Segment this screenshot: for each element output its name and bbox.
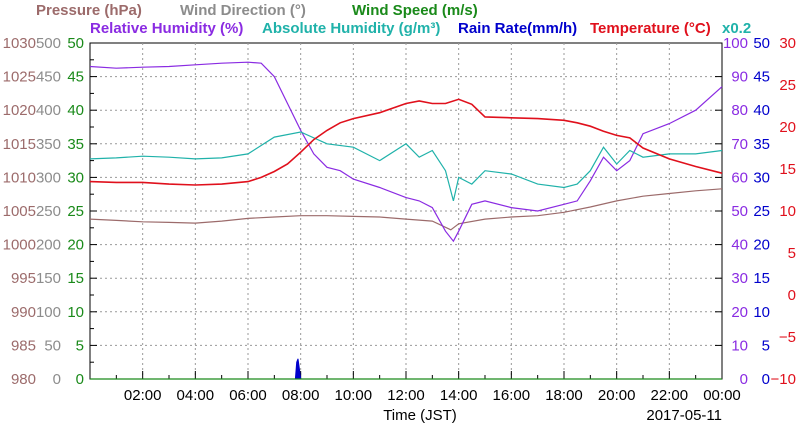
tick-label-relative-humidity: 80 xyxy=(731,102,748,119)
tick-label-wind-direction: 0 xyxy=(53,371,61,388)
tick-label-rain-rate: 30 xyxy=(753,169,770,186)
tick-label-relative-humidity: 20 xyxy=(731,304,748,321)
tick-label-temperature: 5 xyxy=(788,245,796,262)
tick-label-temperature: −5 xyxy=(779,329,796,346)
tick-label-pressure: 1005 xyxy=(3,203,36,220)
grid xyxy=(90,43,722,379)
series-relative-humidity xyxy=(89,61,723,243)
tick-label-x: 18:00 xyxy=(545,387,583,404)
date-label: 2017-05-11 xyxy=(646,407,722,424)
legend: Pressure (hPa) Wind Direction (°) Wind S… xyxy=(36,2,751,37)
series-absolute-humidity-g-m xyxy=(89,131,723,202)
tick-label-pressure: 990 xyxy=(11,304,36,321)
tick-label-relative-humidity: 0 xyxy=(740,371,748,388)
tick-label-relative-humidity: 10 xyxy=(731,337,748,354)
tick-label-wind-speed: 25 xyxy=(67,203,84,220)
right-axes: 1009080706050403020100504540353025201510… xyxy=(715,35,796,388)
tick-label-x: 20:00 xyxy=(598,387,636,404)
tick-label-wind-speed: 5 xyxy=(76,337,84,354)
tick-label-rain-rate: 50 xyxy=(753,35,770,52)
series xyxy=(89,61,723,380)
tick-label-wind-direction: 400 xyxy=(36,102,61,119)
tick-label-pressure: 1030 xyxy=(3,35,36,52)
tick-label-rain-rate: 0 xyxy=(762,371,770,388)
tick-label-x: 12:00 xyxy=(387,387,425,404)
tick-label-pressure: 1010 xyxy=(3,169,36,186)
tick-label-temperature: −10 xyxy=(771,371,796,388)
series-temperature-c xyxy=(89,98,723,186)
legend-wind-speed: Wind Speed (m/s) xyxy=(352,2,478,19)
tick-label-x: 04:00 xyxy=(177,387,215,404)
tick-label-relative-humidity: 30 xyxy=(731,270,748,287)
legend-scale-note: x0.2 xyxy=(722,20,751,37)
x-axis-label: Time (JST) xyxy=(383,407,457,424)
legend-temperature: Temperature (°C) xyxy=(590,20,711,37)
tick-label-relative-humidity: 50 xyxy=(731,203,748,220)
tick-label-relative-humidity: 100 xyxy=(723,35,748,52)
tick-label-temperature: 15 xyxy=(779,161,796,178)
legend-rain-rate: Rain Rate(mm/h) xyxy=(458,20,577,37)
tick-label-wind-direction: 500 xyxy=(36,35,61,52)
tick-label-temperature: 25 xyxy=(779,77,796,94)
tick-label-x: 22:00 xyxy=(651,387,689,404)
legend-wind-direction: Wind Direction (°) xyxy=(180,2,306,19)
tick-label-rain-rate: 35 xyxy=(753,136,770,153)
tick-label-rain-rate: 5 xyxy=(762,337,770,354)
tick-label-wind-direction: 150 xyxy=(36,270,61,287)
tick-label-x: 10:00 xyxy=(335,387,373,404)
tick-label-wind-direction: 100 xyxy=(36,304,61,321)
tick-label-rain-rate: 10 xyxy=(753,304,770,321)
tick-label-wind-speed: 35 xyxy=(67,136,84,153)
tick-label-pressure: 1000 xyxy=(3,237,36,254)
tick-label-wind-direction: 250 xyxy=(36,203,61,220)
tick-label-wind-speed: 30 xyxy=(67,169,84,186)
tick-label-x: 06:00 xyxy=(229,387,267,404)
tick-label-x: 14:00 xyxy=(440,387,478,404)
tick-label-rain-rate: 15 xyxy=(753,270,770,287)
tick-label-relative-humidity: 60 xyxy=(731,169,748,186)
tick-label-wind-direction: 450 xyxy=(36,69,61,86)
legend-absolute-humidity: Absolute Humidity (g/m³) xyxy=(262,20,440,37)
tick-label-pressure: 1025 xyxy=(3,69,36,86)
series-rain-rate-mm-h xyxy=(294,358,302,380)
tick-label-wind-speed: 20 xyxy=(67,237,84,254)
tick-label-pressure: 1015 xyxy=(3,136,36,153)
tick-label-x: 00:00 xyxy=(703,387,741,404)
tick-label-temperature: 30 xyxy=(779,35,796,52)
legend-pressure: Pressure (hPa) xyxy=(36,2,142,19)
tick-label-wind-direction: 200 xyxy=(36,237,61,254)
tick-label-wind-direction: 350 xyxy=(36,136,61,153)
tick-label-rain-rate: 20 xyxy=(753,237,770,254)
tick-label-x: 08:00 xyxy=(282,387,320,404)
series-pressure-hpa xyxy=(89,188,723,231)
tick-label-wind-direction: 300 xyxy=(36,169,61,186)
tick-label-wind-speed: 45 xyxy=(67,69,84,86)
tick-label-rain-rate: 25 xyxy=(753,203,770,220)
tick-label-x: 16:00 xyxy=(493,387,531,404)
tick-label-pressure: 1020 xyxy=(3,102,36,119)
tick-label-temperature: 10 xyxy=(779,203,796,220)
tick-label-rain-rate: 45 xyxy=(753,69,770,86)
tick-label-rain-rate: 40 xyxy=(753,102,770,119)
x-axis: 02:00 04:00 06:00 08:00 10:00 12:00 14:00 16:00… xyxy=(115,371,741,404)
tick-label-temperature: 0 xyxy=(788,287,796,304)
tick-label-pressure: 980 xyxy=(11,371,36,388)
tick-label-wind-speed: 0 xyxy=(76,371,84,388)
tick-label-pressure: 985 xyxy=(11,337,36,354)
legend-relative-humidity: Relative Humidity (%) xyxy=(90,20,243,37)
left-axes: 1030102510201015101010051000995990985980… xyxy=(3,35,97,388)
tick-label-temperature: 20 xyxy=(779,119,796,136)
tick-label-relative-humidity: 70 xyxy=(731,136,748,153)
tick-label-pressure: 995 xyxy=(11,270,36,287)
tick-label-wind-speed: 50 xyxy=(67,35,84,52)
tick-label-wind-direction: 50 xyxy=(44,337,61,354)
tick-label-relative-humidity: 90 xyxy=(731,69,748,86)
tick-label-x: 02:00 xyxy=(124,387,162,404)
tick-label-relative-humidity: 40 xyxy=(731,237,748,254)
tick-label-wind-speed: 40 xyxy=(67,102,84,119)
tick-label-wind-speed: 10 xyxy=(67,304,84,321)
tick-label-wind-speed: 15 xyxy=(67,270,84,287)
